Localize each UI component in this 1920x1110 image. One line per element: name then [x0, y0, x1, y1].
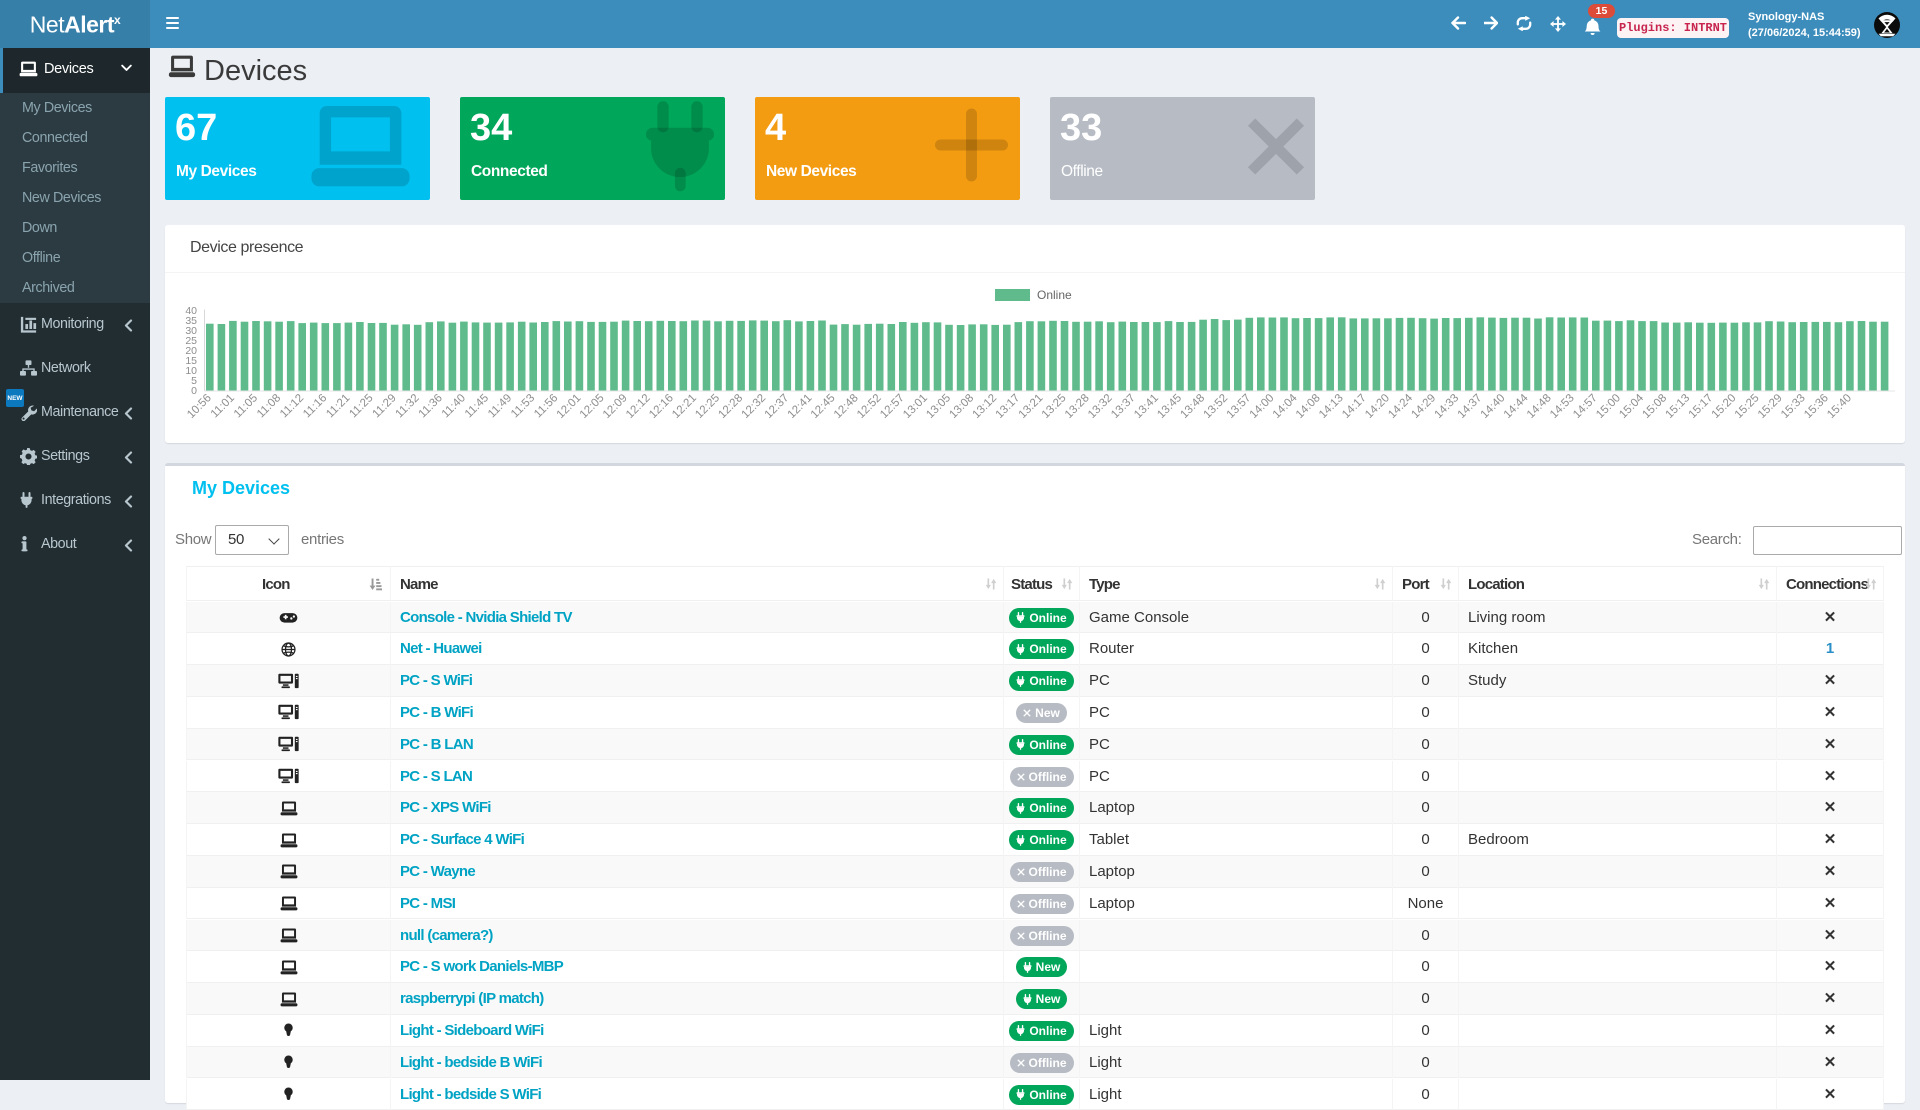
svg-text:13:37: 13:37 — [1109, 392, 1138, 421]
svg-text:14:17: 14:17 — [1340, 392, 1369, 421]
svg-text:14:13: 14:13 — [1317, 392, 1346, 421]
svg-text:15:17: 15:17 — [1687, 392, 1716, 421]
svg-text:12:48: 12:48 — [832, 392, 861, 421]
svg-text:14:04: 14:04 — [1271, 392, 1300, 421]
svg-text:11:32: 11:32 — [394, 392, 422, 420]
svg-text:11:45: 11:45 — [463, 392, 491, 420]
svg-text:12:37: 12:37 — [763, 392, 792, 421]
svg-text:13:01: 13:01 — [901, 392, 930, 421]
svg-text:11:56: 11:56 — [532, 392, 560, 420]
svg-text:11:53: 11:53 — [509, 392, 537, 420]
svg-text:12:32: 12:32 — [739, 392, 768, 421]
svg-text:12:41: 12:41 — [786, 392, 815, 421]
svg-text:12:09: 12:09 — [601, 392, 630, 421]
svg-text:13:12: 13:12 — [970, 392, 999, 421]
svg-text:13:28: 13:28 — [1063, 392, 1092, 421]
svg-text:11:49: 11:49 — [486, 392, 514, 420]
svg-text:14:40: 14:40 — [1479, 392, 1508, 421]
svg-text:12:01: 12:01 — [555, 392, 584, 421]
svg-text:14:00: 14:00 — [1248, 392, 1277, 421]
svg-text:12:52: 12:52 — [855, 392, 884, 421]
svg-text:11:01: 11:01 — [209, 392, 237, 420]
svg-text:5: 5 — [191, 375, 197, 387]
svg-text:15:33: 15:33 — [1779, 392, 1808, 421]
svg-text:11:05: 11:05 — [232, 392, 260, 420]
svg-text:14:48: 14:48 — [1525, 392, 1554, 421]
svg-text:14:57: 14:57 — [1571, 392, 1600, 421]
svg-text:12:05: 12:05 — [578, 392, 607, 421]
svg-text:13:05: 13:05 — [924, 392, 953, 421]
svg-text:13:48: 13:48 — [1178, 392, 1207, 421]
svg-text:11:21: 11:21 — [324, 392, 352, 420]
svg-text:13:57: 13:57 — [1225, 392, 1254, 421]
svg-text:15:00: 15:00 — [1594, 392, 1623, 421]
svg-text:12:21: 12:21 — [670, 392, 699, 421]
svg-text:15: 15 — [185, 355, 197, 367]
svg-text:30: 30 — [185, 325, 197, 337]
svg-text:13:45: 13:45 — [1155, 392, 1184, 421]
svg-text:12:12: 12:12 — [624, 392, 653, 421]
svg-text:11:29: 11:29 — [370, 392, 398, 420]
svg-text:15:08: 15:08 — [1640, 392, 1669, 421]
svg-text:15:20: 15:20 — [1710, 392, 1739, 421]
svg-text:35: 35 — [185, 315, 197, 327]
svg-text:13:08: 13:08 — [947, 392, 976, 421]
svg-text:25: 25 — [185, 335, 197, 347]
svg-text:12:45: 12:45 — [809, 392, 838, 421]
svg-text:10:56: 10:56 — [185, 392, 214, 421]
svg-text:0: 0 — [191, 385, 197, 397]
svg-text:13:32: 13:32 — [1086, 392, 1115, 421]
svg-text:13:41: 13:41 — [1132, 392, 1161, 421]
svg-text:10: 10 — [185, 365, 197, 377]
svg-text:15:13: 15:13 — [1663, 392, 1692, 421]
svg-text:14:29: 14:29 — [1409, 392, 1438, 421]
svg-text:12:25: 12:25 — [693, 392, 722, 421]
svg-text:11:16: 11:16 — [301, 392, 329, 420]
svg-text:14:44: 14:44 — [1502, 392, 1531, 421]
svg-text:14:08: 14:08 — [1294, 392, 1323, 421]
svg-text:13:52: 13:52 — [1201, 392, 1230, 421]
svg-text:12:28: 12:28 — [716, 392, 745, 421]
svg-text:15:29: 15:29 — [1756, 392, 1785, 421]
svg-text:15:25: 15:25 — [1733, 392, 1762, 421]
svg-text:11:40: 11:40 — [440, 392, 468, 420]
svg-text:11:12: 11:12 — [278, 392, 306, 420]
svg-text:40: 40 — [185, 305, 197, 317]
svg-text:12:57: 12:57 — [878, 392, 907, 421]
svg-text:11:25: 11:25 — [347, 392, 375, 420]
svg-text:14:20: 14:20 — [1363, 392, 1392, 421]
svg-text:13:25: 13:25 — [1040, 392, 1069, 421]
svg-text:14:33: 14:33 — [1432, 392, 1461, 421]
svg-text:15:04: 15:04 — [1617, 392, 1646, 421]
svg-text:14:24: 14:24 — [1386, 392, 1415, 421]
svg-text:11:36: 11:36 — [417, 392, 445, 420]
svg-text:15:40: 15:40 — [1825, 392, 1854, 421]
svg-text:14:37: 14:37 — [1456, 392, 1485, 421]
svg-text:13:17: 13:17 — [994, 392, 1023, 421]
svg-text:20: 20 — [185, 345, 197, 357]
svg-text:15:36: 15:36 — [1802, 392, 1831, 421]
svg-text:11:08: 11:08 — [255, 392, 283, 420]
svg-text:14:53: 14:53 — [1548, 392, 1577, 421]
svg-text:13:21: 13:21 — [1017, 392, 1046, 421]
svg-text:12:16: 12:16 — [647, 392, 676, 421]
